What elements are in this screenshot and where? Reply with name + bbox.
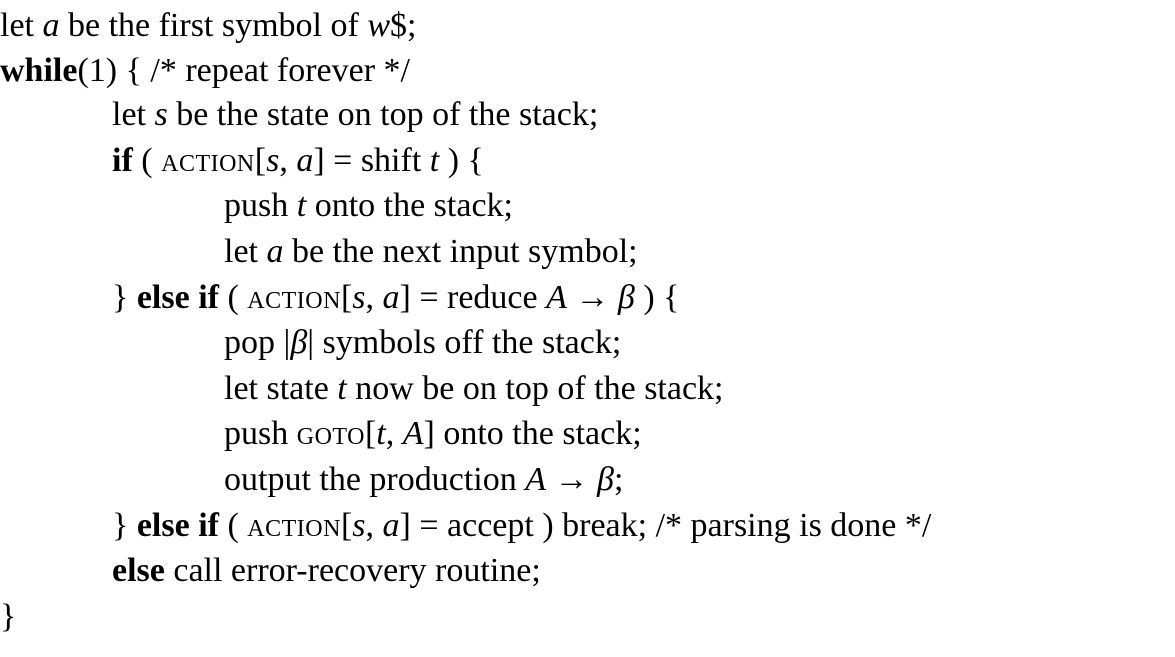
keyword-else-if: else if bbox=[136, 279, 219, 316]
text: [ bbox=[340, 279, 353, 316]
action-function: action bbox=[161, 142, 255, 179]
algo-line-11: output the production A → β; bbox=[224, 457, 623, 503]
text: , bbox=[365, 507, 383, 544]
closing-brace: } bbox=[0, 598, 17, 635]
text: , bbox=[365, 279, 383, 316]
algo-line-8: pop |β| symbols off the stack; bbox=[224, 320, 621, 366]
arrow: → bbox=[566, 279, 618, 316]
algo-line-4: if ( action[s, a] = shift t ) { bbox=[112, 138, 484, 184]
text: | symbols off the stack; bbox=[307, 324, 622, 361]
algo-line-5: push t onto the stack; bbox=[224, 183, 513, 229]
text: [ bbox=[340, 507, 353, 544]
var-s: s bbox=[154, 96, 168, 133]
keyword-if: if bbox=[112, 142, 133, 179]
text: ] onto the stack; bbox=[423, 415, 642, 452]
text: } bbox=[112, 507, 137, 544]
var-t: t bbox=[376, 415, 386, 452]
algo-line-2: while(1) { /* repeat forever */ bbox=[0, 48, 410, 94]
var-beta: β bbox=[290, 324, 308, 361]
var-a: a bbox=[42, 7, 60, 44]
var-a: a bbox=[382, 507, 400, 544]
var-a: a bbox=[296, 142, 314, 179]
text: ] = reduce bbox=[399, 279, 547, 316]
text: } bbox=[112, 279, 137, 316]
text: now be on top of the stack; bbox=[346, 370, 724, 407]
text: let state bbox=[224, 370, 338, 407]
text: be the next input symbol; bbox=[283, 233, 638, 270]
algo-line-14: } bbox=[0, 594, 16, 640]
text: ( bbox=[132, 142, 162, 179]
text: push bbox=[224, 415, 297, 452]
text: ) { bbox=[634, 279, 680, 316]
text: ( bbox=[218, 507, 248, 544]
algo-line-3: let s be the state on top of the stack; bbox=[112, 92, 598, 138]
algo-line-6: let a be the next input symbol; bbox=[224, 229, 638, 275]
text: push bbox=[224, 187, 297, 224]
var-t: t bbox=[337, 370, 347, 407]
text: $; bbox=[390, 7, 417, 44]
var-s: s bbox=[352, 507, 366, 544]
text: (1) { /* repeat forever */ bbox=[77, 52, 410, 89]
text: let bbox=[112, 96, 155, 133]
text: let bbox=[224, 233, 267, 270]
algo-line-7: } else if ( action[s, a] = reduce A → β … bbox=[112, 275, 679, 321]
text: [ bbox=[254, 142, 267, 179]
var-A: A bbox=[546, 279, 567, 316]
text: ; bbox=[613, 461, 624, 498]
text: ] = shift bbox=[313, 142, 430, 179]
action-function: action bbox=[247, 279, 341, 316]
text: let bbox=[0, 7, 43, 44]
var-t: t bbox=[429, 142, 440, 179]
var-beta: β bbox=[617, 279, 635, 316]
var-a: a bbox=[382, 279, 400, 316]
text: ) { bbox=[439, 142, 484, 179]
algo-line-1: let a be the first symbol of w$; bbox=[0, 3, 416, 49]
text: ( bbox=[218, 279, 248, 316]
var-s: s bbox=[352, 279, 366, 316]
algo-line-10: push goto[t, A] onto the stack; bbox=[224, 411, 642, 457]
var-t: t bbox=[296, 187, 307, 224]
algo-line-13: else call error-recovery routine; bbox=[112, 548, 541, 594]
var-beta: β bbox=[597, 461, 614, 498]
arrow: → bbox=[546, 461, 598, 498]
text: [ bbox=[364, 415, 377, 452]
text: , bbox=[385, 415, 403, 452]
keyword-while: while bbox=[0, 52, 78, 89]
keyword-else: else bbox=[112, 552, 165, 589]
algo-line-12: } else if ( action[s, a] = accept ) brea… bbox=[112, 503, 931, 549]
algo-line-9: let state t now be on top of the stack; bbox=[224, 366, 724, 412]
var-A: A bbox=[525, 461, 547, 498]
action-function: action bbox=[247, 507, 341, 544]
text: be the first symbol of bbox=[59, 7, 368, 44]
text: output the production bbox=[224, 461, 526, 498]
var-a: a bbox=[266, 233, 284, 270]
goto-function: goto bbox=[296, 415, 365, 452]
text: , bbox=[279, 142, 297, 179]
text: ] = accept ) break; /* parsing is done *… bbox=[399, 507, 932, 544]
text: be the state on top of the stack; bbox=[167, 96, 599, 133]
var-s: s bbox=[266, 142, 280, 179]
text: pop | bbox=[224, 324, 291, 361]
text: call error-recovery routine; bbox=[164, 552, 541, 589]
text: onto the stack; bbox=[306, 187, 513, 224]
keyword-else-if: else if bbox=[136, 507, 219, 544]
var-w: w bbox=[367, 7, 391, 44]
var-A: A bbox=[402, 415, 424, 452]
